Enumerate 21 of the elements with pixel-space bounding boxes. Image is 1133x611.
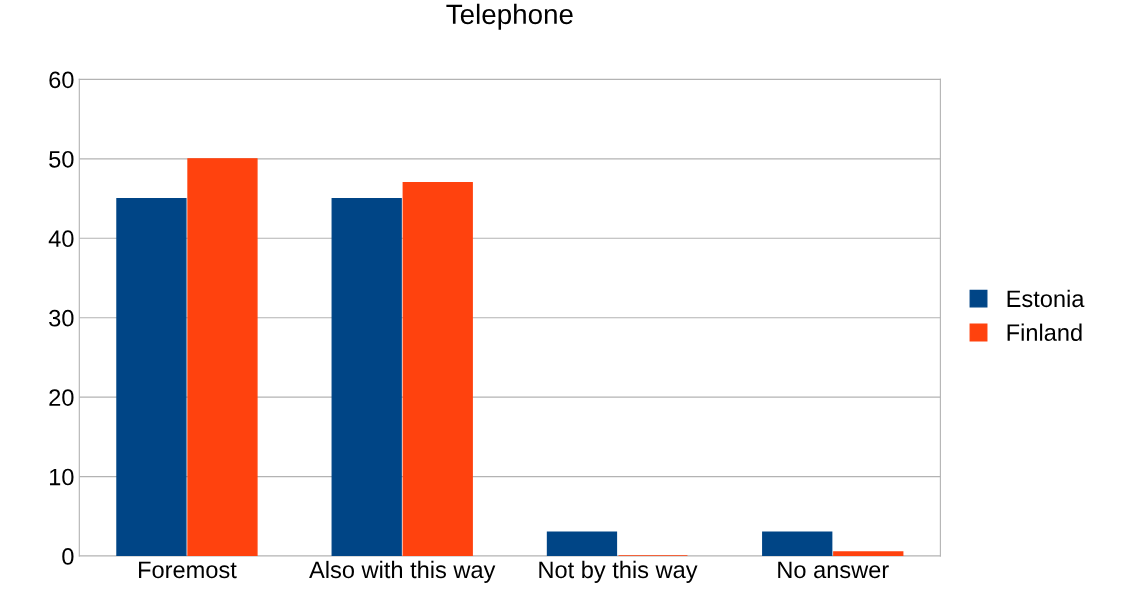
y-tick-label: 30 [49,309,74,327]
bar [546,531,618,557]
y-tick-label: 20 [49,389,74,406]
x-tick-label: Also with this way [309,560,496,583]
x-tick-label: No answer [778,561,889,579]
legend-label: Estonia [1007,289,1085,308]
chart-title: Telephone [446,3,573,30]
bar [833,551,904,557]
bar [331,197,402,557]
legend-label: Finland [1007,323,1082,341]
x-tick-label: Not by this way [539,560,698,583]
bar [402,181,473,557]
y-tick-label: 40 [48,230,74,248]
x-tick-label: Foremost [139,561,237,579]
bar [762,531,833,557]
y-tick-label: 50 [49,150,74,168]
bar [116,197,187,557]
bar [187,158,258,557]
y-tick-label: 10 [49,468,74,486]
y-tick-label: 60 [49,71,74,89]
y-tick-label: 0 [62,548,74,565]
